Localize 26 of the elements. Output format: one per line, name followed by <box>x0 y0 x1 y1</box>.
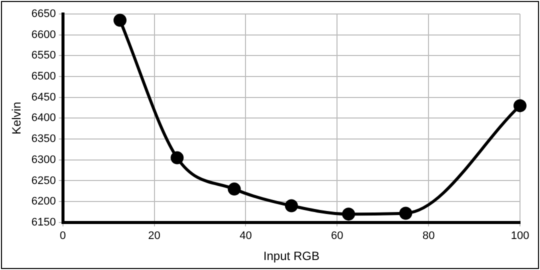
x-tick-label: 60 <box>331 230 344 242</box>
y-tick-label: 6600 <box>31 28 56 41</box>
point <box>228 182 241 196</box>
y-tick-label: 6150 <box>31 216 56 228</box>
y-tick-label: 6350 <box>31 133 56 146</box>
y-tick-label: 6200 <box>31 196 56 208</box>
point <box>399 206 412 220</box>
point <box>342 208 356 221</box>
y-tick-label: 6550 <box>31 50 56 62</box>
point <box>170 151 184 164</box>
x-tick-label: 20 <box>148 230 160 242</box>
y-tick-label: 6250 <box>31 174 56 187</box>
y-axis-title: Kelvin <box>10 102 24 135</box>
point <box>284 199 298 212</box>
y-tick-label: 6400 <box>31 112 56 124</box>
y-tick-label: 6300 <box>31 154 56 166</box>
x-tick-label: 100 <box>510 230 530 242</box>
x-tick-label: 0 <box>60 230 66 242</box>
y-tick-label: 6500 <box>31 70 56 83</box>
y-tick-label: 6650 <box>31 8 56 20</box>
x-axis-title: Input RGB <box>263 249 320 264</box>
point <box>114 14 127 27</box>
x-tick-label: 40 <box>240 230 252 242</box>
point <box>514 99 526 112</box>
x-tick-label: 80 <box>422 230 435 242</box>
y-tick-label: 6450 <box>31 91 56 104</box>
